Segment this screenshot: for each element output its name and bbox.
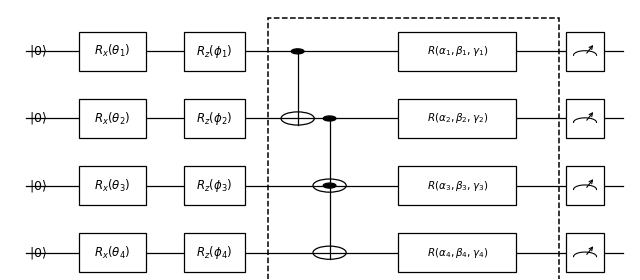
FancyBboxPatch shape [79,233,146,272]
Text: $R_z(\phi_2)$: $R_z(\phi_2)$ [196,110,233,127]
FancyBboxPatch shape [79,166,146,205]
Circle shape [313,179,346,192]
Text: $R(\alpha_4, \beta_4, \gamma_4)$: $R(\alpha_4, \beta_4, \gamma_4)$ [427,246,488,260]
FancyBboxPatch shape [398,99,516,138]
Text: $R_x(\theta_1)$: $R_x(\theta_1)$ [94,43,131,59]
FancyBboxPatch shape [184,32,245,71]
Text: $R(\alpha_1, \beta_1, \gamma_1)$: $R(\alpha_1, \beta_1, \gamma_1)$ [427,44,488,58]
FancyBboxPatch shape [398,166,516,205]
Text: $|0\rangle$: $|0\rangle$ [29,111,47,127]
FancyBboxPatch shape [184,166,245,205]
FancyBboxPatch shape [398,233,516,272]
Circle shape [323,183,336,188]
Text: $R(\alpha_3, \beta_3, \gamma_3)$: $R(\alpha_3, \beta_3, \gamma_3)$ [427,179,488,193]
Circle shape [291,49,304,54]
FancyBboxPatch shape [398,32,516,71]
FancyBboxPatch shape [184,233,245,272]
FancyBboxPatch shape [566,32,604,71]
Text: $R_x(\theta_2)$: $R_x(\theta_2)$ [94,110,131,127]
Text: $R_z(\phi_1)$: $R_z(\phi_1)$ [196,43,233,60]
Circle shape [313,246,346,259]
Text: $|0\rangle$: $|0\rangle$ [29,43,47,59]
Text: $R(\alpha_2, \beta_2, \gamma_2)$: $R(\alpha_2, \beta_2, \gamma_2)$ [427,111,488,125]
Text: $R_x(\theta_4)$: $R_x(\theta_4)$ [94,245,131,261]
Text: $|0\rangle$: $|0\rangle$ [29,245,47,261]
FancyBboxPatch shape [184,99,245,138]
FancyBboxPatch shape [566,99,604,138]
Text: $|0\rangle$: $|0\rangle$ [29,178,47,193]
Text: $R_x(\theta_3)$: $R_x(\theta_3)$ [94,178,131,194]
FancyBboxPatch shape [79,99,146,138]
Text: $R_z(\phi_3)$: $R_z(\phi_3)$ [196,177,233,194]
FancyBboxPatch shape [566,233,604,272]
FancyBboxPatch shape [566,166,604,205]
Circle shape [323,116,336,121]
FancyBboxPatch shape [79,32,146,71]
Text: $R_z(\phi_4)$: $R_z(\phi_4)$ [196,244,233,261]
Circle shape [281,112,314,125]
